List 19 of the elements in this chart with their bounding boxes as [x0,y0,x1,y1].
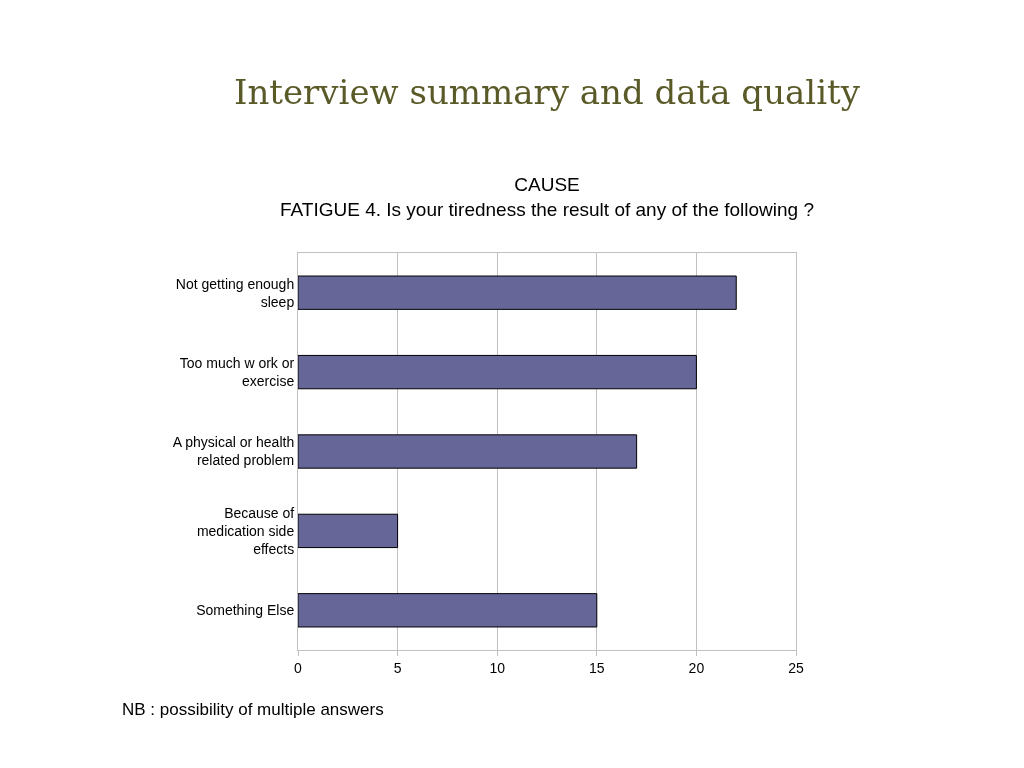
bar [298,434,638,469]
bar [298,275,737,310]
chart-subtitle: CAUSE FATIGUE 4. Is your tiredness the result of any of the following ? [280,174,815,220]
x-tick-label: 10 [489,659,506,676]
bar [298,593,598,628]
x-tick-label: 25 [788,659,804,676]
chart-title: Interview summary and data quality [234,72,861,112]
y-tick-label: A physical or health related problem [172,434,295,469]
x-tick-label: 20 [688,659,705,676]
bar [298,513,399,549]
x-tick-label: 0 [294,659,303,676]
y-tick-label: Too much w ork or exercise [179,354,295,390]
y-tick-label: Because of medication side effects [196,504,295,557]
y-tick-label: Something Else [196,602,295,619]
y-tick-label: Not getting enough sleep [175,275,295,310]
x-tick-label: 5 [393,659,402,676]
bar [298,354,697,390]
x-tick-label: 15 [589,659,605,676]
text: NB : possibility of multiple answers [122,700,384,719]
